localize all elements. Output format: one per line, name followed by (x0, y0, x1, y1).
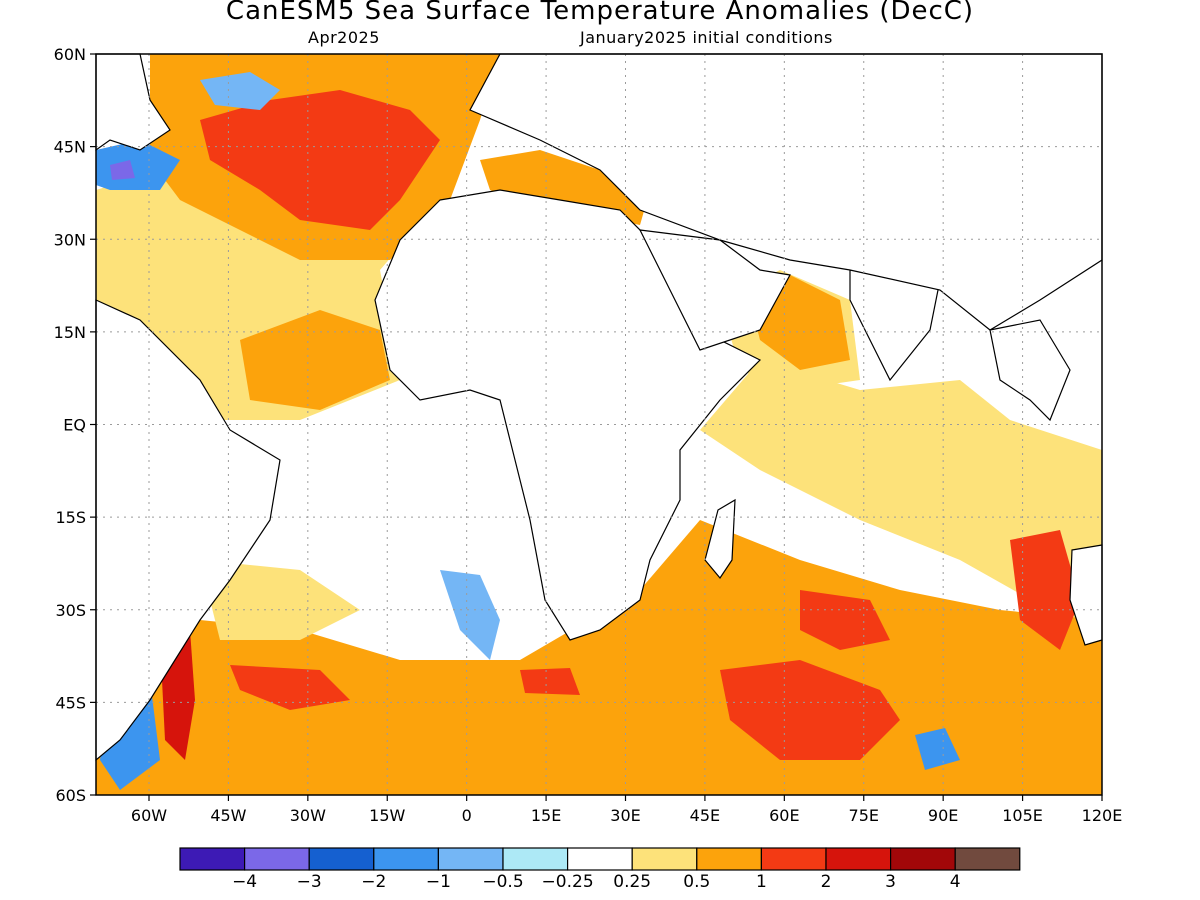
lon-tick-label: 60E (769, 806, 799, 825)
lon-tick-label: 30E (610, 806, 640, 825)
labrador-cold (200, 72, 280, 110)
agulhas-red (520, 668, 580, 695)
colorbar-tick-label: 0.5 (683, 872, 711, 892)
lat-tick-label: 30S (55, 601, 86, 620)
west-australia-red (1010, 530, 1080, 650)
newfoundland-cold-core (110, 160, 135, 180)
colorbar-swatch (696, 847, 762, 871)
colorbar-tick-label: −1 (425, 872, 451, 892)
colorbar (179, 847, 1021, 871)
colorbar-tick-label: 3 (885, 872, 897, 892)
lon-tick-label: 0 (462, 806, 472, 825)
colorbar-swatch (889, 847, 956, 871)
colorbar-swatch (566, 847, 633, 871)
longitude-axis: 60W 45W 30W 15W 0 15E 30E 45E 60E 75E 90E 105E 120E (131, 795, 1122, 825)
chart-title: CanESM5 Sea Surface Temperature Anomalie… (225, 0, 975, 26)
colorbar-swatch (631, 847, 698, 871)
south-atlantic-cold (440, 570, 500, 660)
southeast-asia-landmass (989, 319, 1071, 422)
colorbar-tick-label: 4 (949, 872, 961, 892)
lat-tick-label: 60S (55, 786, 86, 805)
colorbar-tick-label: −0.5 (482, 872, 524, 892)
lon-tick-label: 120E (1082, 806, 1123, 825)
lat-tick-label: 45S (55, 693, 86, 712)
colorbar-swatch (437, 847, 504, 871)
gridlines (96, 54, 1102, 795)
colorbar-swatch (502, 847, 569, 871)
lat-tick-label: 15S (55, 508, 86, 527)
colorbar-swatch (179, 847, 246, 871)
lon-tick-label: 60W (131, 806, 167, 825)
latitude-axis: 60N 45N 30N 15N EQ 15S 30S 45S 60S (54, 45, 96, 805)
indian-ocean-yellow (700, 360, 1102, 640)
madagascar-landmass (704, 498, 736, 580)
colorbar-swatch (954, 847, 1021, 871)
colorbar-tick-label: −2 (361, 872, 387, 892)
lat-tick-label: 45N (54, 138, 86, 157)
asia-landmass (469, 53, 1103, 331)
south-atlantic-red (230, 665, 350, 710)
arabia-landmass (638, 229, 791, 351)
north-america-landmass (95, 53, 171, 152)
colorbar-swatch (373, 847, 439, 871)
lon-tick-label: 75E (849, 806, 879, 825)
south-america-landmass (95, 299, 281, 762)
coastlines (95, 53, 1103, 762)
colorbar-tick-label: 0.25 (613, 872, 652, 892)
lon-tick-label: 30W (290, 806, 326, 825)
south-indian-red-1 (720, 660, 900, 760)
north-atlantic-red (200, 90, 440, 230)
south-indian-red-2 (800, 590, 890, 650)
colorbar-tick-label: 2 (820, 872, 832, 892)
lat-tick-label: 30N (54, 230, 86, 249)
colorbar-swatch (825, 847, 892, 871)
lon-tick-label: 105E (1002, 806, 1043, 825)
south-atlantic-yellow (200, 560, 360, 640)
australia-landmass (1069, 544, 1103, 646)
lat-tick-label: 60N (54, 45, 86, 64)
colorbar-swatch (244, 847, 310, 871)
anomaly-field (96, 54, 1102, 795)
initial-conditions-label: January2025 initial conditions (580, 28, 833, 47)
lon-tick-label: 15W (369, 806, 405, 825)
lat-tick-label: EQ (63, 416, 86, 435)
lon-tick-label: 15E (531, 806, 561, 825)
colorbar-tick-label: −4 (232, 872, 258, 892)
colorbar-tick-label: 1 (755, 872, 767, 892)
lat-tick-label: 15N (54, 323, 86, 342)
lon-tick-label: 45W (210, 806, 246, 825)
cape-verde-orange (240, 310, 390, 410)
valid-month-label: Apr2025 (308, 28, 380, 47)
colorbar-swatch (760, 847, 827, 871)
lon-tick-label: 90E (928, 806, 958, 825)
mediterranean-orange (480, 150, 650, 225)
colorbar-swatch (308, 847, 375, 871)
colorbar-tick-label: −0.25 (541, 872, 594, 892)
south-indian-cold (915, 728, 960, 770)
colorbar-tick-label: −3 (296, 872, 322, 892)
lon-tick-label: 45E (690, 806, 720, 825)
